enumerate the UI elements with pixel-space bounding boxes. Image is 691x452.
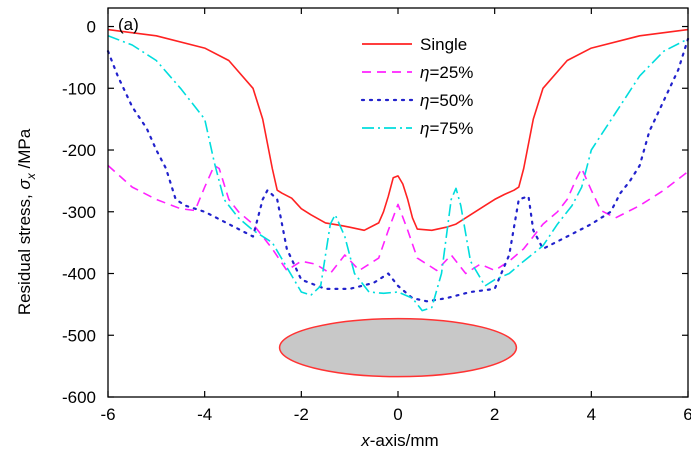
x-tick-label: -6 <box>100 405 115 424</box>
legend-label-single: Single <box>420 35 467 54</box>
x-tick-label: -4 <box>197 405 212 424</box>
y-axis-title: Residual stress, σx /MPa <box>15 128 38 315</box>
y-tick-label: -500 <box>62 326 96 345</box>
legend-label-eta-50: η=50% <box>420 91 473 110</box>
x-tick-label: 6 <box>683 405 691 424</box>
legend-greek-eta-75: η <box>420 119 429 138</box>
series-line-0 <box>107 28 689 232</box>
y-axis-title-sub: x <box>24 172 38 180</box>
tick-layer: -6 -4 -2 0 2 4 6 0 -100 -200 -300 -400 -500 -600 <box>62 8 691 424</box>
y-axis-title-main: Residual stress, <box>15 190 34 316</box>
x-axis-title-italic: x <box>360 431 370 450</box>
x-tick-label: 4 <box>587 405 596 424</box>
legend-text-eta-75: =75% <box>429 119 473 138</box>
legend-label-eta-25: η=25% <box>420 63 473 82</box>
y-tick-label: 0 <box>87 18 96 37</box>
legend-text-single: Single <box>420 35 467 54</box>
x-tick-label: -2 <box>294 405 309 424</box>
series-line-3 <box>107 35 689 312</box>
legend-text-eta-25: =25% <box>429 63 473 82</box>
x-tick-label: 2 <box>490 405 499 424</box>
y-tick-label: -400 <box>62 265 96 284</box>
inset-ellipse <box>278 317 518 378</box>
x-tick-label: 0 <box>393 405 402 424</box>
x-axis-title: x-axis/mm <box>360 431 438 450</box>
series-layer <box>106 28 690 312</box>
y-tick-label: -300 <box>62 203 96 222</box>
series-line-2 <box>106 37 690 303</box>
legend-label-eta-75: η=75% <box>420 119 473 138</box>
inset-ellipse-layer <box>278 317 518 378</box>
legend-greek-eta-50: η <box>420 91 429 110</box>
y-axis-title-symbol: σ <box>15 179 34 190</box>
series-line-1 <box>107 164 689 275</box>
y-tick-label: -200 <box>62 141 96 160</box>
legend-text-eta-50: =50% <box>429 91 473 110</box>
y-tick-label: -600 <box>62 388 96 407</box>
x-axis-title-rest: -axis/mm <box>370 431 439 450</box>
legend-greek-eta-25: η <box>420 63 429 82</box>
legend: Single η=25% η=50% η=75% <box>360 35 473 138</box>
y-tick-label: -100 <box>62 79 96 98</box>
panel-label: (a) <box>118 15 139 34</box>
y-axis-title-unit: /MPa <box>15 128 34 173</box>
